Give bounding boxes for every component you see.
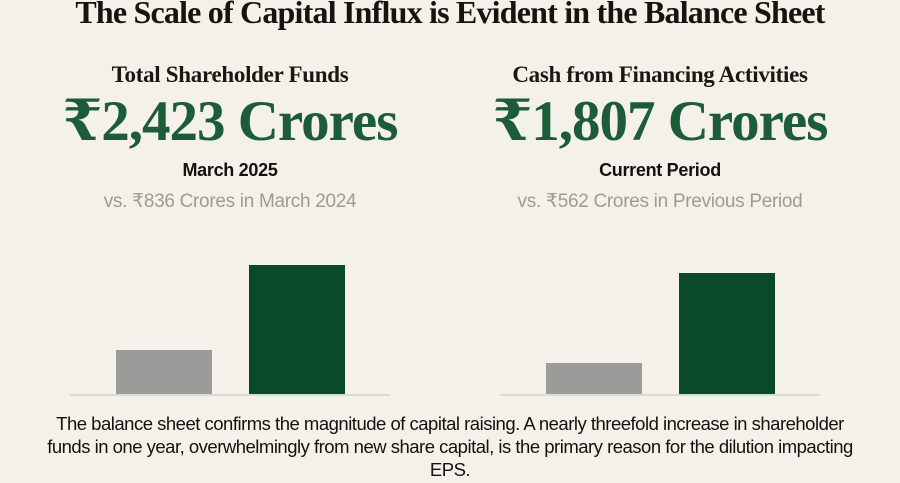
panel-period-shareholder-funds: March 2025 [182,160,278,180]
panel-financing-activities: Cash from Financing Activities ₹1,807 Cr… [445,62,875,213]
panel-period-financing-activities: Current Period [599,160,721,180]
panel-value-financing-activities: ₹1,807 Crores [492,90,829,153]
bar-current-period [678,273,775,394]
panel-shareholder-funds: Total Shareholder Funds ₹2,423 Crores Ma… [10,62,450,213]
panel-heading-shareholder-funds: Total Shareholder Funds [111,62,349,87]
bar-previous-period [545,363,642,394]
panel-comparison-financing-activities: vs. ₹562 Crores in Previous Period [517,191,803,212]
bar-previous-period [115,350,212,394]
bar-chart-financing-activities [500,273,820,396]
bar-chart-shareholder-funds [70,265,390,396]
summary-text: The balance sheet confirms the magnitude… [47,413,853,480]
panel-heading-financing-activities: Cash from Financing Activities [512,62,808,87]
panel-value-shareholder-funds: ₹2,423 Crores [62,90,399,153]
panel-comparison-shareholder-funds: vs. ₹836 Crores in March 2024 [103,191,357,212]
bar-current-period [248,265,345,394]
slide-title: The Scale of Capital Influx is Evident i… [75,0,825,30]
